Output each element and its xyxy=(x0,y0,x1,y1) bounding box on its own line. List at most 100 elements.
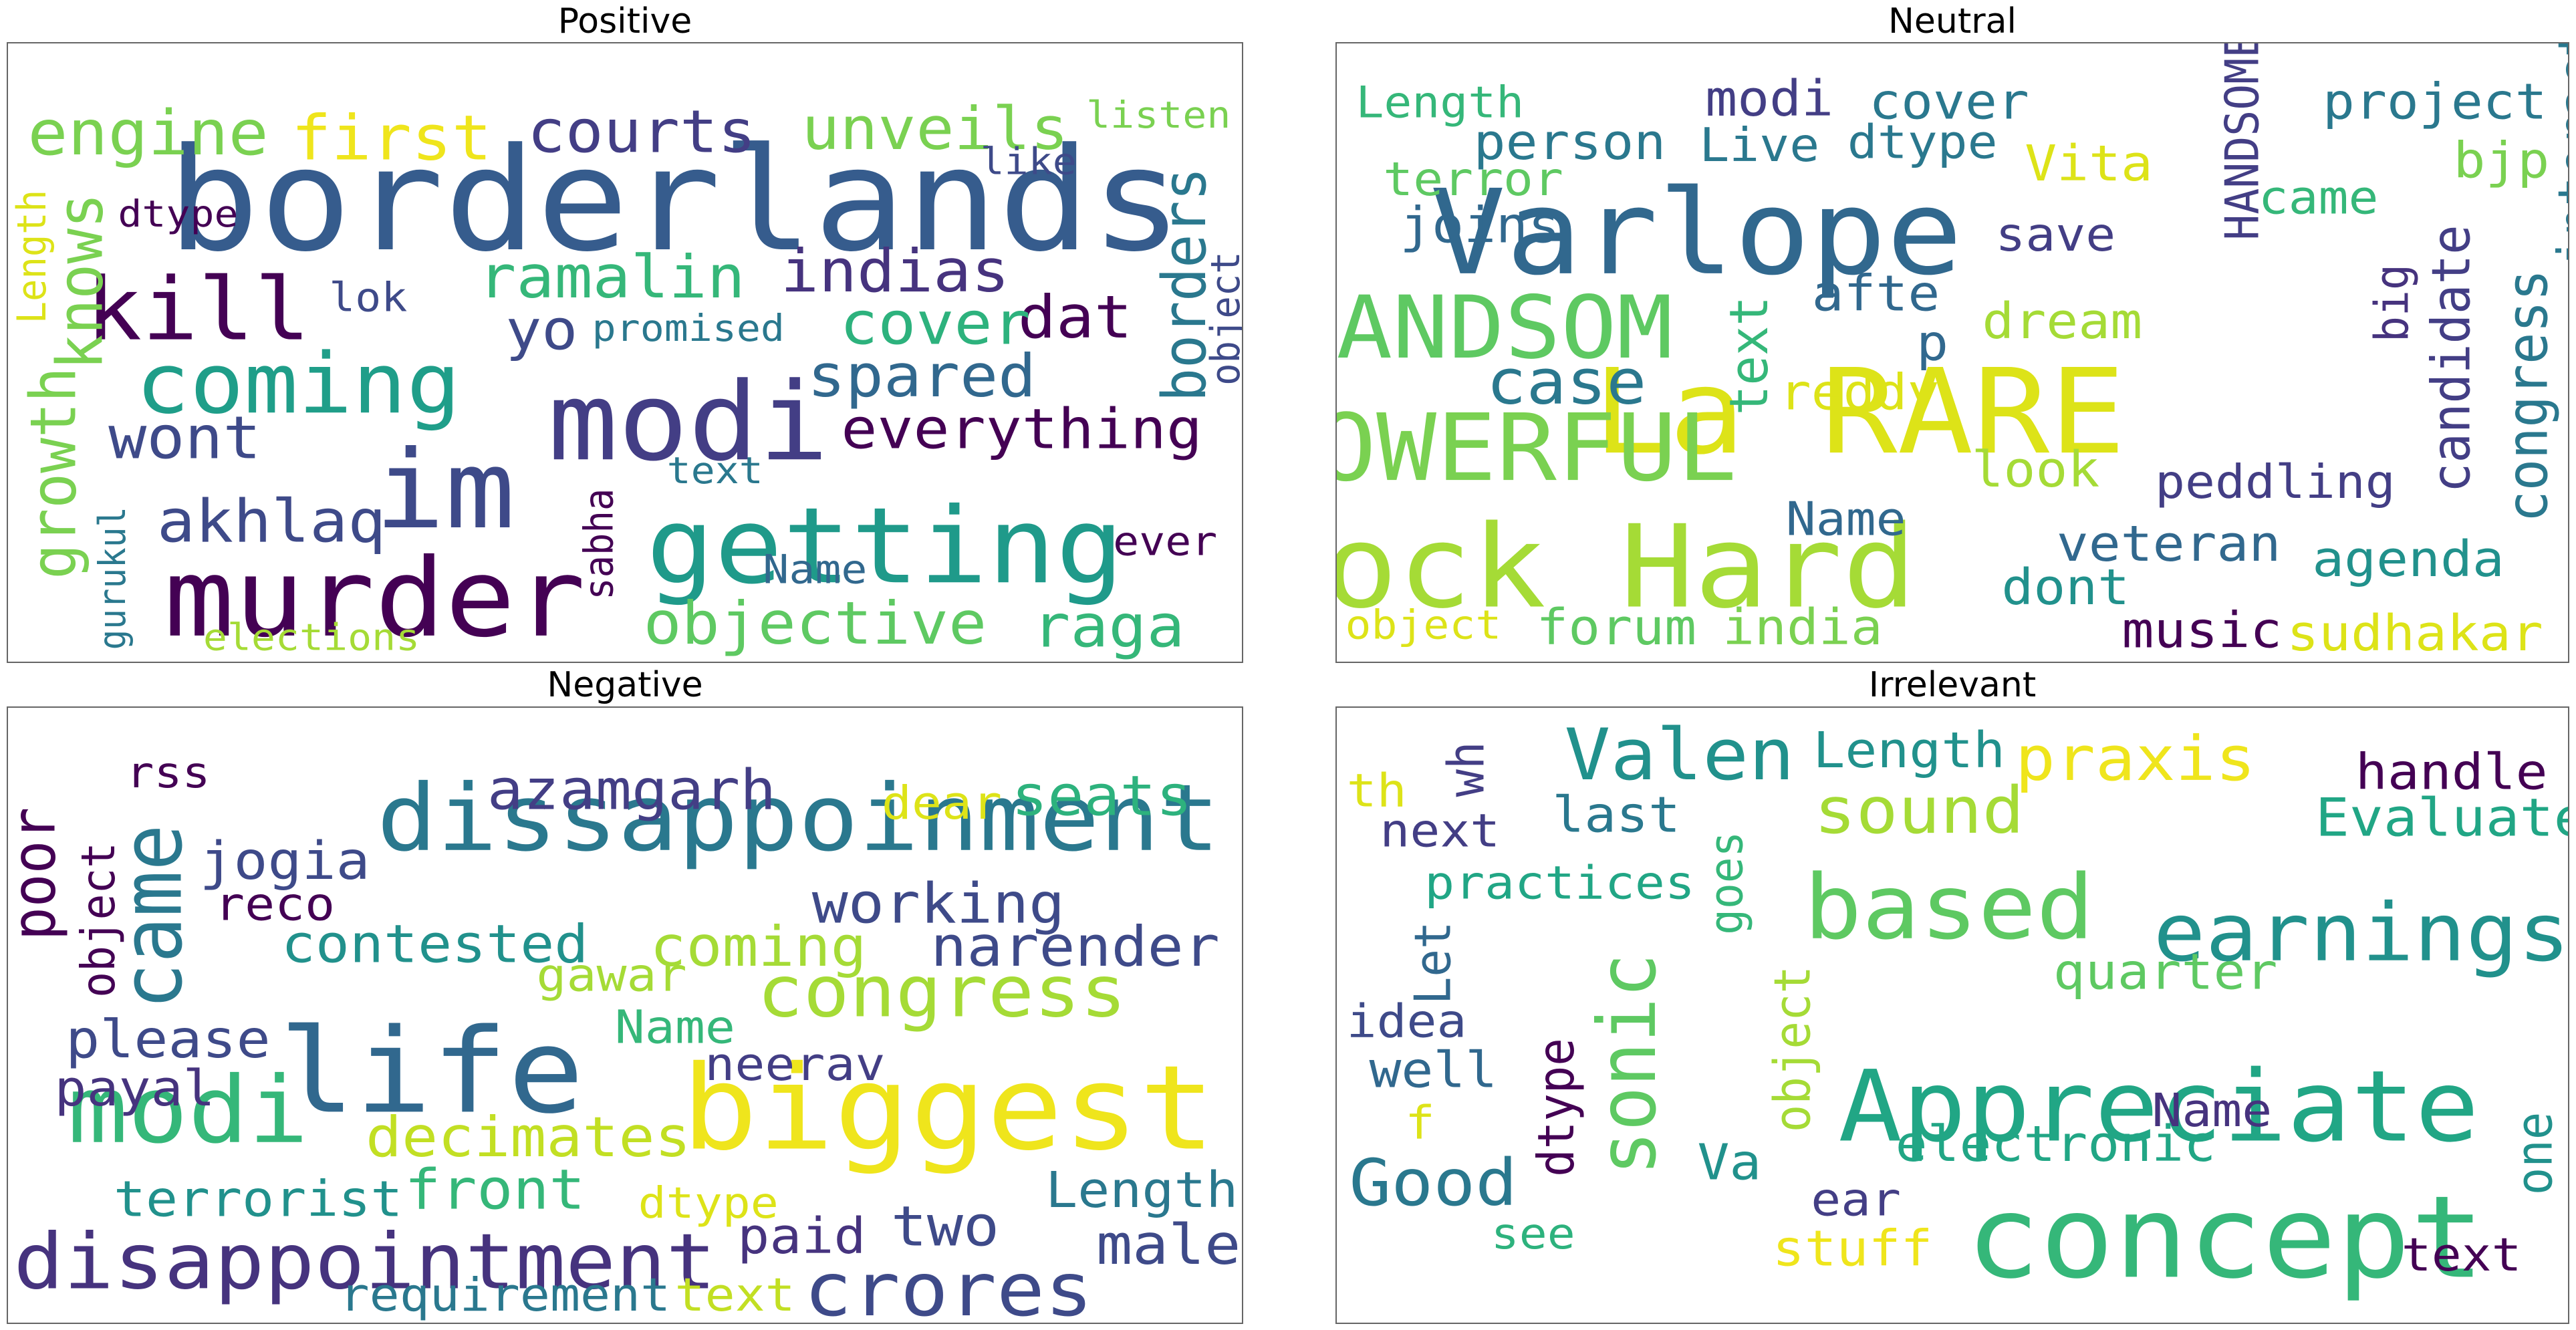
word: idea xyxy=(1347,994,1467,1048)
word: borderlands xyxy=(167,118,1183,283)
word: dear xyxy=(882,776,1002,830)
word: modi xyxy=(1705,71,1833,128)
word: object xyxy=(72,842,126,998)
word: HANDSOME xyxy=(2215,43,2269,241)
word: raga xyxy=(1032,592,1184,661)
word: biggest xyxy=(681,1041,1215,1176)
word: narender xyxy=(930,915,1219,979)
word: poor xyxy=(8,807,69,940)
word: modi xyxy=(68,1056,308,1164)
word: text xyxy=(667,448,763,492)
word: sonic xyxy=(1581,953,1674,1175)
word: save xyxy=(1995,208,2115,262)
word: engine xyxy=(27,97,268,169)
word: Valen xyxy=(1564,714,1795,796)
word: murder xyxy=(164,535,586,661)
panel-negative: Negative life biggest dissappoinment modi di… xyxy=(7,665,1243,1327)
word: dtype xyxy=(118,192,238,235)
word: stuff xyxy=(1773,1220,1933,1277)
word: azamgarh xyxy=(487,759,776,823)
word: Name xyxy=(615,1000,735,1054)
word: gurukul xyxy=(92,507,134,650)
word: based xyxy=(1804,855,2095,959)
word: cover xyxy=(840,289,1030,358)
word: decimates xyxy=(366,1105,691,1170)
word: afte xyxy=(1812,265,1940,323)
word: Vita xyxy=(2025,136,2153,193)
word: goes xyxy=(1699,831,1753,935)
word: last xyxy=(1552,787,1680,844)
word: akhlaq xyxy=(157,487,386,556)
word: project xyxy=(2323,74,2547,131)
word: getting xyxy=(646,485,1124,608)
word: Rock Hard xyxy=(1337,501,1916,634)
word: please xyxy=(66,1009,270,1070)
word: requirement xyxy=(340,1268,671,1322)
word: india xyxy=(1722,600,1883,657)
word: sound xyxy=(1814,773,2025,848)
word: Length xyxy=(1045,1162,1238,1219)
word: two xyxy=(891,1195,999,1259)
word: growth xyxy=(16,367,90,579)
word: reco xyxy=(215,877,335,931)
word: Evaluate xyxy=(2315,788,2568,849)
word: terror xyxy=(1383,152,1563,206)
word: payal xyxy=(54,1061,215,1117)
word: peddling xyxy=(2155,455,2396,509)
word: lok xyxy=(329,274,407,321)
word: Length xyxy=(1356,78,1524,128)
word: cover xyxy=(1869,74,2029,131)
word: f xyxy=(1405,1095,1435,1150)
word: ever xyxy=(1113,518,1217,565)
word: came xyxy=(2259,170,2379,225)
word: object xyxy=(1763,966,1821,1132)
word: life xyxy=(279,1004,584,1140)
word: practices xyxy=(1424,855,1695,910)
word: crores xyxy=(804,1247,1093,1323)
word: candidate xyxy=(2421,225,2482,493)
word: Name xyxy=(1786,492,1906,546)
word: working xyxy=(812,872,1065,936)
wordcloud-frame: borderlands modi im murder getting kill coming… xyxy=(7,42,1243,663)
panel-positive: Positive borderlands modi im murder getting k… xyxy=(7,0,1243,663)
panel-title: Positive xyxy=(557,1,692,41)
word: coming xyxy=(136,335,461,432)
word: agenda xyxy=(2312,531,2504,589)
word: object xyxy=(1202,251,1242,385)
word: Length xyxy=(8,190,55,323)
word: bjp xyxy=(2454,132,2550,190)
word: well xyxy=(1369,1042,1497,1099)
word: elections xyxy=(203,616,420,659)
word: came xyxy=(104,824,201,1009)
word: sabha xyxy=(575,489,622,600)
word: HANDSOM xyxy=(1337,277,1673,378)
word: first xyxy=(291,102,492,174)
word: seats xyxy=(1011,765,1192,829)
word: veteran xyxy=(2057,516,2281,573)
word: gawar xyxy=(536,948,686,1002)
word: modi xyxy=(548,359,829,485)
wordcloud-negative: life biggest dissappoinment modi disappointm… xyxy=(8,748,1241,1323)
word: paid xyxy=(737,1208,866,1265)
word: dream xyxy=(1982,293,2142,351)
word: im xyxy=(374,427,515,553)
word: dtype xyxy=(1847,115,1998,169)
word: unveils xyxy=(801,94,1068,163)
word: terrorist xyxy=(114,1172,402,1228)
word: promised xyxy=(592,306,785,350)
word: handle xyxy=(2355,744,2548,801)
word: dat xyxy=(1018,283,1132,352)
word: Appreciate xyxy=(1838,1050,2479,1164)
word: Let xyxy=(1404,921,1462,1005)
word: sudhakar xyxy=(2287,606,2543,662)
panel-title: Negative xyxy=(547,665,703,705)
word: dtype xyxy=(1527,1038,1585,1177)
word: front xyxy=(404,1158,585,1222)
word: dissappoinment xyxy=(377,764,1220,872)
word: Name xyxy=(2152,1083,2272,1138)
word: male xyxy=(1096,1213,1241,1277)
word: ear xyxy=(1811,1172,1901,1226)
